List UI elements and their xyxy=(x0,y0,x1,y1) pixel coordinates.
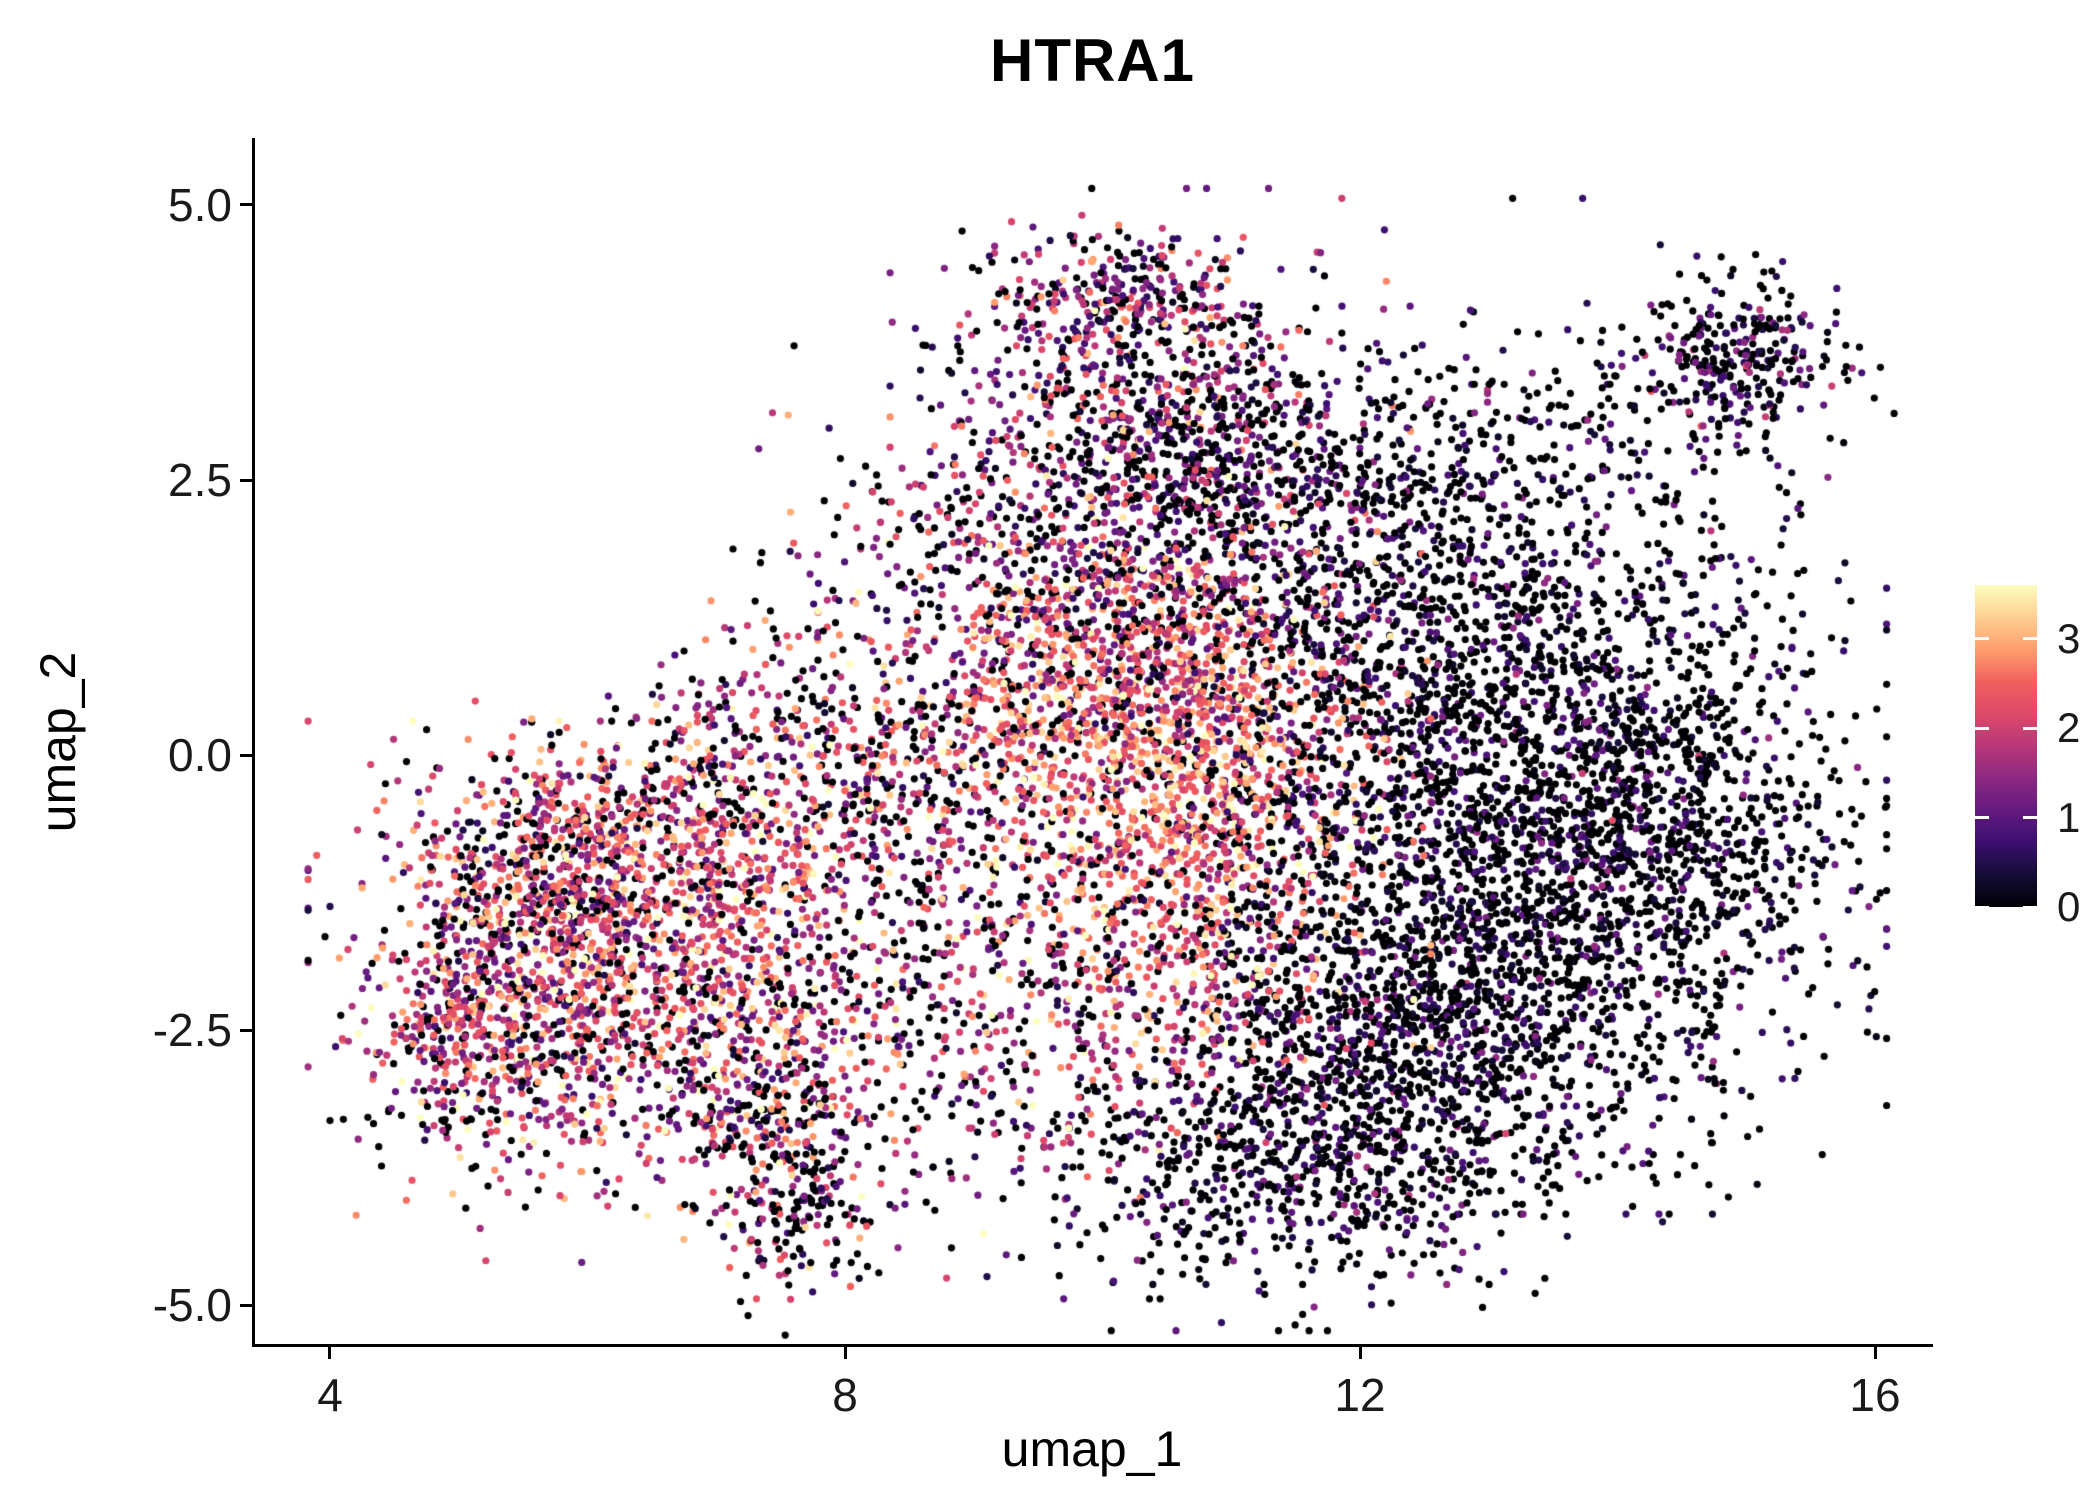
colorbar-tick-label: 0 xyxy=(2057,883,2081,930)
colorbar-gradient xyxy=(1975,585,2037,907)
colorbar-tick-label: 1 xyxy=(2057,793,2081,841)
colorbar-tick-mark xyxy=(2023,905,2037,909)
colorbar-tick-mark xyxy=(1975,905,1989,909)
plot-title: HTRA1 xyxy=(989,27,1195,94)
y-axis-label: umap_2 xyxy=(30,651,86,833)
x-tick-mark xyxy=(1873,1347,1877,1359)
y-tick-label: -2.5 xyxy=(152,1004,232,1057)
y-tick-mark xyxy=(240,1028,252,1032)
y-tick-mark xyxy=(240,753,252,757)
y-axis-line xyxy=(252,138,255,1347)
colorbar-tick-mark xyxy=(2023,726,2037,730)
colorbar-tick-mark xyxy=(2023,816,2037,820)
colorbar-tick-mark xyxy=(1975,637,1989,641)
colorbar-tick-label: 3 xyxy=(2057,614,2081,662)
x-tick-label: 8 xyxy=(832,1369,858,1421)
umap-scatter-canvas xyxy=(255,140,1930,1345)
x-tick-mark xyxy=(843,1347,847,1359)
x-tick-label: 4 xyxy=(317,1369,343,1421)
colorbar-tick-mark xyxy=(1975,816,1989,820)
y-tick-mark xyxy=(240,1303,252,1307)
x-tick-label: 12 xyxy=(1334,1369,1386,1421)
x-tick-label: 16 xyxy=(1849,1369,1901,1421)
x-axis-line xyxy=(252,1344,1933,1347)
y-tick-mark xyxy=(240,203,252,207)
x-tick-mark xyxy=(328,1347,332,1359)
colorbar-tick-mark xyxy=(2023,637,2037,641)
y-tick-label: 2.5 xyxy=(168,454,232,507)
colorbar-tick-label: 2 xyxy=(2057,704,2081,752)
x-axis-label: umap_1 xyxy=(1001,1421,1183,1477)
colorbar-tick-mark xyxy=(1975,726,1989,730)
y-tick-label: -5.0 xyxy=(152,1279,232,1332)
y-tick-mark xyxy=(240,478,252,482)
y-tick-label: 0.0 xyxy=(168,729,232,782)
y-tick-label: 5.0 xyxy=(168,178,232,231)
x-tick-mark xyxy=(1358,1347,1362,1359)
